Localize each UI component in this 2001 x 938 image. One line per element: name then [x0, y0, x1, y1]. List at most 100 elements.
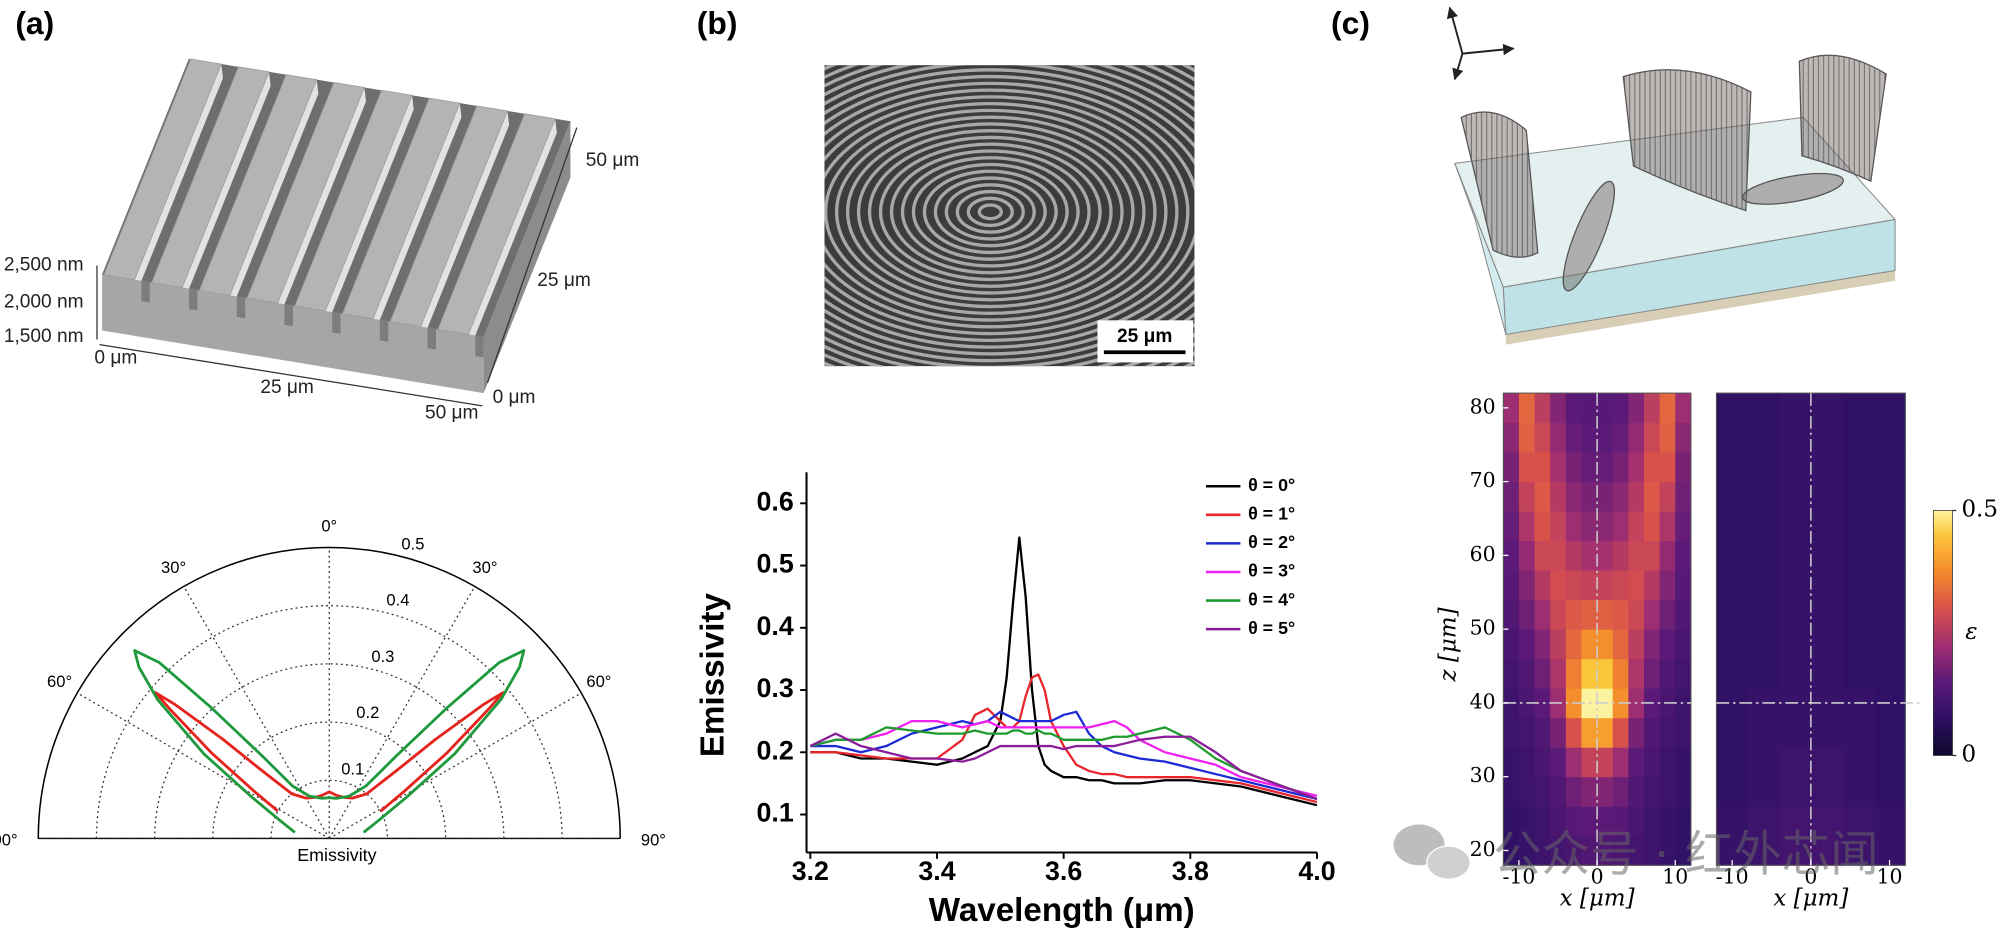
heatmap-cell	[1628, 835, 1645, 866]
sem-ring	[889, 149, 1091, 275]
sem-image	[824, 65, 1195, 367]
heatmap-cell	[1659, 806, 1676, 837]
x-tick-label: 10	[1662, 865, 1688, 889]
heatmap-cell	[1565, 599, 1582, 630]
heatmap-cell	[1597, 393, 1614, 424]
heatmap-cell	[1747, 511, 1780, 571]
series-line	[810, 710, 1318, 801]
afm-x-label: 0 μm	[94, 348, 137, 369]
y-tick-label: 0.5	[757, 549, 794, 579]
heatmap-cell	[1597, 717, 1614, 748]
x-axis-title: x [μm]	[1773, 886, 1848, 912]
heatmap-cell	[1643, 511, 1661, 542]
heatmap-cell	[1581, 393, 1598, 424]
heatmap-cell	[1550, 570, 1567, 601]
heatmap-cell	[1612, 835, 1629, 866]
afm-ridge-wall	[468, 118, 557, 336]
afm-front-notch	[475, 335, 484, 358]
heatmap-cell	[1518, 747, 1536, 778]
x-tick-label: 3.6	[1045, 856, 1082, 886]
heatmap-cell	[1550, 511, 1567, 542]
heatmap-cell	[1518, 599, 1536, 630]
heatmap-cell	[1503, 835, 1520, 866]
heatmap-cell	[1503, 570, 1520, 601]
y-tick-label: 50	[1470, 616, 1496, 640]
heatmap-cell	[1675, 540, 1692, 571]
heatmap-cell	[1597, 481, 1614, 512]
heatmap-cell	[1747, 570, 1780, 630]
heatmap-cell	[1534, 570, 1551, 601]
heatmap-cell	[1597, 747, 1614, 778]
heatmap-cell	[1643, 422, 1661, 453]
heatmap-cell	[1643, 599, 1661, 630]
heatmap-cell	[1779, 806, 1812, 866]
afm-axis	[486, 127, 578, 384]
afm-ridge	[151, 66, 270, 288]
heatmap-cell	[1779, 747, 1812, 807]
x-tick-label: 10	[1877, 865, 1903, 889]
heatmap-cell	[1503, 747, 1520, 778]
heatmap-cell	[1565, 452, 1582, 483]
x-tick-label: 3.8	[1172, 856, 1209, 886]
heatmap-cell	[1675, 776, 1692, 807]
heatmap-cell	[1810, 747, 1843, 807]
afm-y-label: 0 μm	[493, 387, 536, 408]
heatmap-cell	[1503, 629, 1520, 660]
heatmap-cell	[1873, 688, 1906, 748]
sem-ring	[834, 115, 1146, 309]
sem-ring	[824, 65, 1195, 363]
heatmap-cell	[1534, 776, 1551, 807]
sem-ring	[845, 122, 1135, 302]
r-tick-label: 0.3	[371, 647, 394, 666]
heatmap-cell	[1503, 658, 1520, 689]
heatmap-cell	[1675, 717, 1692, 748]
r-tick-label: 0.1	[341, 759, 364, 778]
heatmap-cell	[1550, 629, 1567, 660]
heatmap-cell	[1628, 599, 1645, 630]
disk	[1562, 180, 1615, 292]
heatmap-cell	[1518, 658, 1536, 689]
heatmap-cell	[1597, 570, 1614, 601]
heatmap-cell	[1716, 452, 1749, 512]
heatmap-cell	[1534, 540, 1551, 571]
r-tick-label: 0.4	[386, 591, 409, 610]
heatmap-cell	[1675, 629, 1692, 660]
heatmap-cell	[1612, 717, 1629, 748]
cylinder	[1622, 69, 1752, 212]
x-tick-label: -10	[1502, 865, 1535, 889]
y-axis-title: Emissivity	[694, 593, 731, 758]
heatmap-cell	[1643, 629, 1661, 660]
heatmap-cell	[1581, 717, 1598, 748]
sem-ring	[955, 189, 1025, 234]
heatmap-cell	[1842, 393, 1875, 453]
panel-label: (a)	[15, 5, 54, 41]
heatmap-cell	[1581, 629, 1598, 660]
sem-ring	[878, 142, 1102, 282]
y-tick-label: 0.6	[757, 486, 794, 516]
sem-ring	[933, 176, 1047, 248]
heatmap-cell	[1565, 511, 1582, 542]
substrate	[1505, 270, 1896, 345]
heatmap-cell	[1565, 835, 1582, 866]
polar-spoke	[76, 692, 330, 839]
legend-label: θ = 0°	[1248, 475, 1295, 495]
heatmap-cell	[1518, 481, 1536, 512]
heatmap-cell	[1643, 540, 1661, 571]
heatmap-cell	[1534, 835, 1551, 866]
heatmap-cell	[1565, 629, 1582, 660]
heatmap-cell	[1581, 481, 1598, 512]
x-tick-label: 3.4	[918, 856, 955, 886]
heatmap-cell	[1716, 393, 1749, 453]
afm-y-label: 25 μm	[537, 270, 591, 291]
r-tick-label: 0.5	[401, 534, 424, 553]
heatmap-cell	[1659, 481, 1676, 512]
theta-tick-label: 90°	[641, 830, 666, 849]
heatmap-cell	[1534, 422, 1551, 453]
y-axis-title: z [μm]	[1436, 607, 1462, 682]
x-tick-label: 3.2	[792, 856, 829, 886]
series-line	[809, 732, 1318, 801]
heatmap-cell	[1581, 658, 1598, 689]
afm-surface	[96, 58, 578, 407]
heatmap-cell	[1612, 658, 1629, 689]
legend-label: θ = 3°	[1248, 561, 1295, 581]
